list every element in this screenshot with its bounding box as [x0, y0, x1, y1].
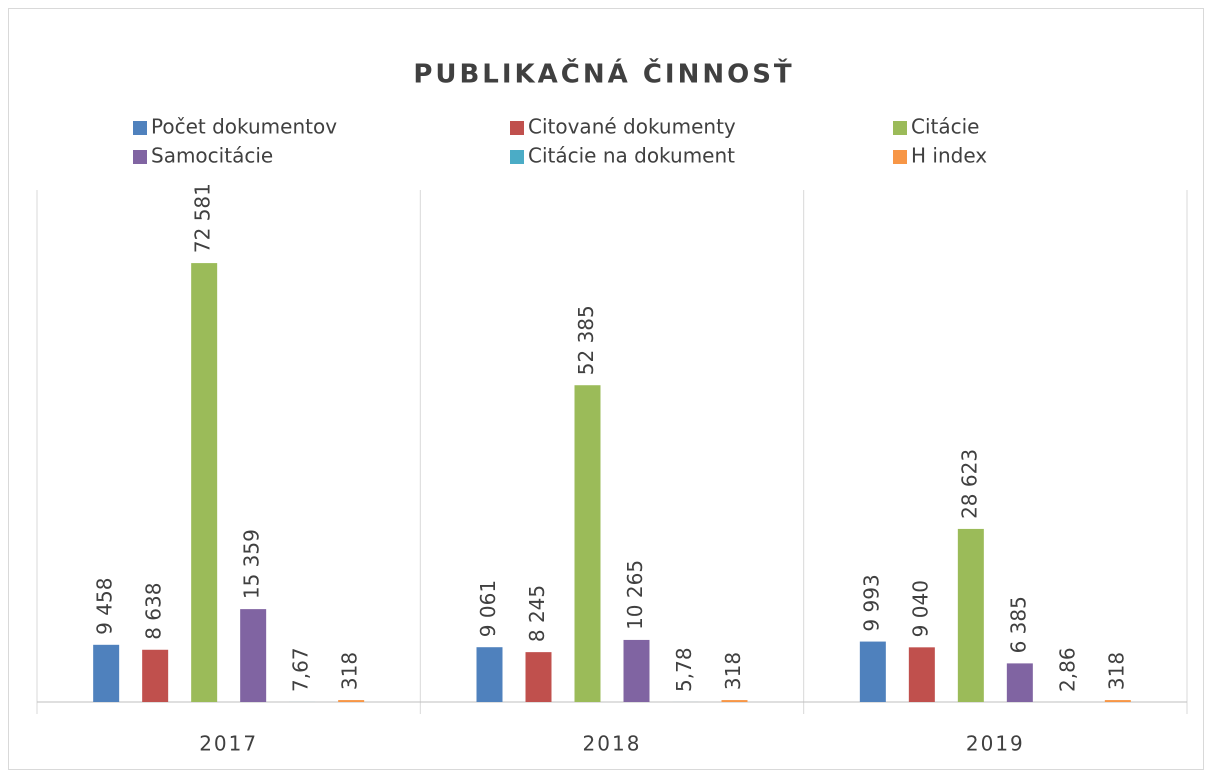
- legend-label: H index: [911, 144, 987, 168]
- bar: [240, 609, 267, 702]
- bar: [623, 639, 650, 702]
- data-label: 28 623: [957, 449, 981, 519]
- legend-swatch: [893, 121, 907, 135]
- legend-label: Počet dokumentov: [151, 115, 337, 139]
- legend-label: Citácie na dokument: [528, 144, 735, 168]
- legend-label: Citácie: [911, 115, 979, 139]
- legend-swatch: [893, 150, 907, 164]
- bar: [1006, 663, 1033, 702]
- bar: [721, 700, 748, 702]
- bar: [908, 647, 935, 702]
- bar: [476, 647, 503, 702]
- data-label: 8 245: [525, 585, 549, 642]
- chart-title: PUBLIKAČNÁ ČINNOSŤ: [413, 58, 794, 90]
- data-label: 6 385: [1006, 596, 1030, 653]
- data-label: 8 638: [142, 582, 166, 639]
- x-tick-label: 2017: [199, 732, 258, 756]
- data-label: 318: [721, 652, 745, 690]
- bar: [338, 700, 365, 702]
- data-label: 52 385: [574, 305, 598, 375]
- bar: [142, 649, 169, 702]
- data-label: 5,78: [672, 647, 696, 692]
- data-label: 318: [338, 652, 362, 690]
- bar: [93, 644, 120, 702]
- legend-swatch: [133, 121, 147, 135]
- data-label: 9 458: [93, 578, 117, 635]
- data-label: 318: [1104, 652, 1128, 690]
- data-label: 2,86: [1055, 647, 1079, 692]
- data-label: 10 265: [623, 560, 647, 630]
- x-tick-label: 2018: [583, 732, 642, 756]
- bar: [525, 652, 552, 702]
- bar: [574, 385, 601, 702]
- data-label: 9 993: [859, 574, 883, 631]
- data-label: 72 581: [191, 183, 215, 253]
- legend-label: Samocitácie: [151, 144, 273, 168]
- data-label: 15 359: [240, 529, 264, 599]
- legend-swatch: [510, 150, 524, 164]
- bar: [1104, 700, 1131, 702]
- legend-label: Citované dokumenty: [528, 115, 736, 139]
- bar: [191, 263, 218, 702]
- bar: [957, 528, 984, 702]
- data-label: 9 040: [908, 580, 932, 637]
- data-label: 7,67: [289, 647, 313, 692]
- x-tick-label: 2019: [966, 732, 1025, 756]
- data-label: 9 061: [476, 580, 500, 637]
- legend-swatch: [133, 150, 147, 164]
- legend-swatch: [510, 121, 524, 135]
- bar: [859, 641, 886, 702]
